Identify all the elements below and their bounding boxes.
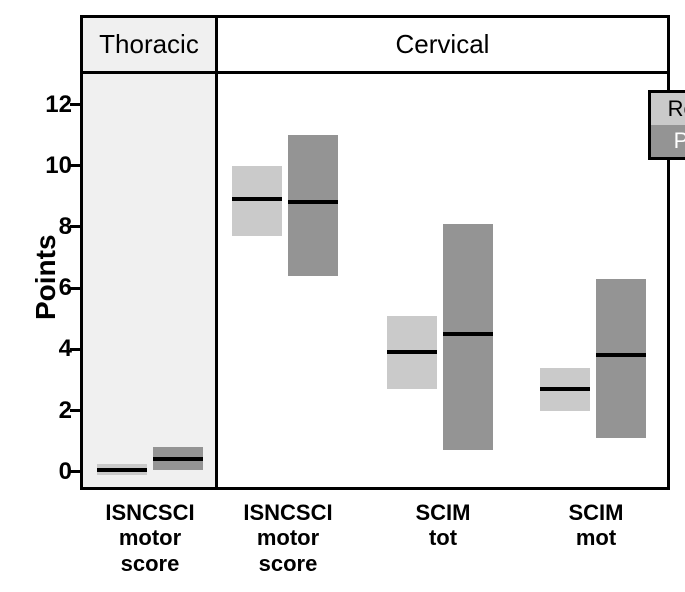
y-tick-mark [70,470,80,473]
y-tick-mark [70,225,80,228]
panel-header-cervical: Cervical [218,18,667,71]
y-tick-mark [70,348,80,351]
y-tick-mark [70,164,80,167]
panel-body-row: ReplicationPublished [83,74,667,487]
range-box [540,368,590,411]
median-line [596,353,646,357]
panel-cervical: ReplicationPublished [218,74,667,487]
range-box [596,279,646,438]
legend-item: Replication [651,93,685,125]
panel-header-row: Thoracic Cervical [83,18,667,74]
legend-item: Published [651,125,685,157]
y-tick-label: 12 [0,91,80,119]
x-tick-label: ISNCSCImotorscore [80,490,220,576]
y-tick-label: 4 [0,335,80,363]
x-tick-label: SCIMtot [373,490,513,551]
points-chart: Points Thoracic Cervical ReplicationPubl… [0,0,685,592]
y-tick-label: 8 [0,213,80,241]
y-tick-mark [70,409,80,412]
median-line [232,197,282,201]
range-box [387,316,437,389]
median-line [153,457,203,461]
median-line [288,200,338,204]
range-box [97,464,147,475]
median-line [97,468,147,472]
panel-thoracic [83,74,218,487]
y-tick-mark [70,287,80,290]
x-tick-label: ISNCSCImotorscore [218,490,358,576]
range-box [443,224,493,450]
range-box [153,447,203,470]
panel-header-thoracic: Thoracic [83,18,218,71]
range-box [288,135,338,276]
y-tick-label: 6 [0,274,80,302]
y-tick-label: 10 [0,152,80,180]
median-line [387,350,437,354]
y-tick-label: 2 [0,397,80,425]
median-line [443,332,493,336]
median-line [540,387,590,391]
x-tick-label: SCIMmot [526,490,666,551]
y-tick-label: 0 [0,458,80,486]
range-box [232,166,282,236]
y-tick-mark [70,103,80,106]
legend: ReplicationPublished [648,90,685,160]
